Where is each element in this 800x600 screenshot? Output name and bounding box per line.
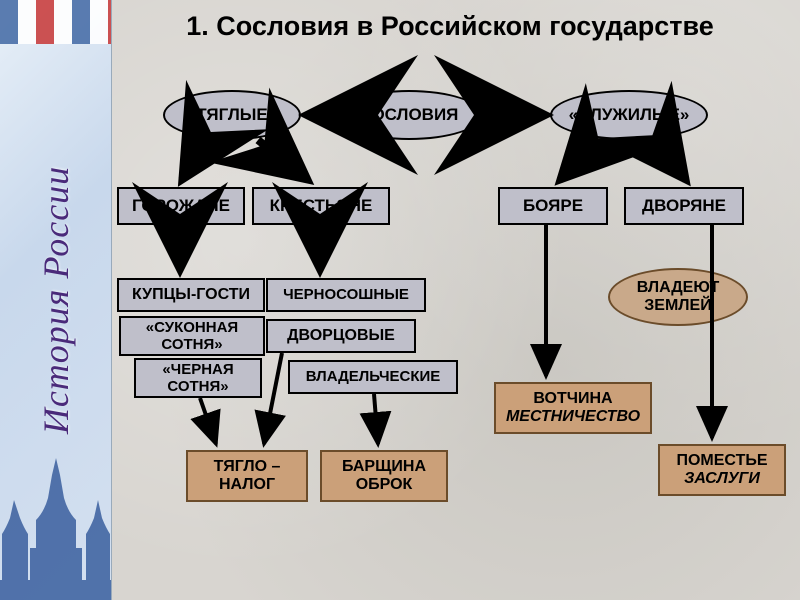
node-sluzhilye: «СЛУЖИЛЫЕ» [550,90,708,140]
node-pomestye-sub: ЗАСЛУГИ [684,470,760,488]
node-barshchina: БАРЩИНА ОБРОК [320,450,448,502]
node-gorozhane: ГОРОЖАНЕ [117,187,245,225]
node-sukonnaya: «СУКОННАЯ СОТНЯ» [119,316,265,356]
node-tyaglye: «ТЯГЛЫЕ» [163,90,301,140]
node-krestyane: КРЕСТЬЯНЕ [252,187,390,225]
sidebar: История России [0,0,112,600]
sidebar-flag-pattern [0,0,111,44]
node-tyaglo: ТЯГЛО – НАЛОГ [186,450,308,502]
node-chernososh: ЧЕРНОСОШНЫЕ [266,278,426,312]
node-pomestye-label: ПОМЕСТЬЕ [676,452,767,470]
node-dvortsovye: ДВОРЦОВЫЕ [266,319,416,353]
node-votchina-label: ВОТЧИНА [533,390,612,408]
node-boyare: БОЯРЕ [498,187,608,225]
node-votchina-sub: МЕСТНИЧЕСТВО [506,408,640,426]
sidebar-building-silhouette [0,450,111,600]
diagram-title: 1. Сословия в Российском государстве [112,10,788,44]
node-chernaya: «ЧЕРНАЯ СОТНЯ» [134,358,262,398]
node-dvoryane: ДВОРЯНЕ [624,187,744,225]
node-kuptsy: КУПЦЫ-ГОСТИ [117,278,265,312]
node-vladeyut: ВЛАДЕЮТ ЗЕМЛЕЙ [608,268,748,326]
node-sosloviya: СОСЛОВИЯ [335,90,483,140]
sidebar-script-title: История России [35,166,77,434]
node-pomestye: ПОМЕСТЬЕ ЗАСЛУГИ [658,444,786,496]
node-votchina: ВОТЧИНА МЕСТНИЧЕСТВО [494,382,652,434]
node-vladel: ВЛАДЕЛЬЧЕСКИЕ [288,360,458,394]
